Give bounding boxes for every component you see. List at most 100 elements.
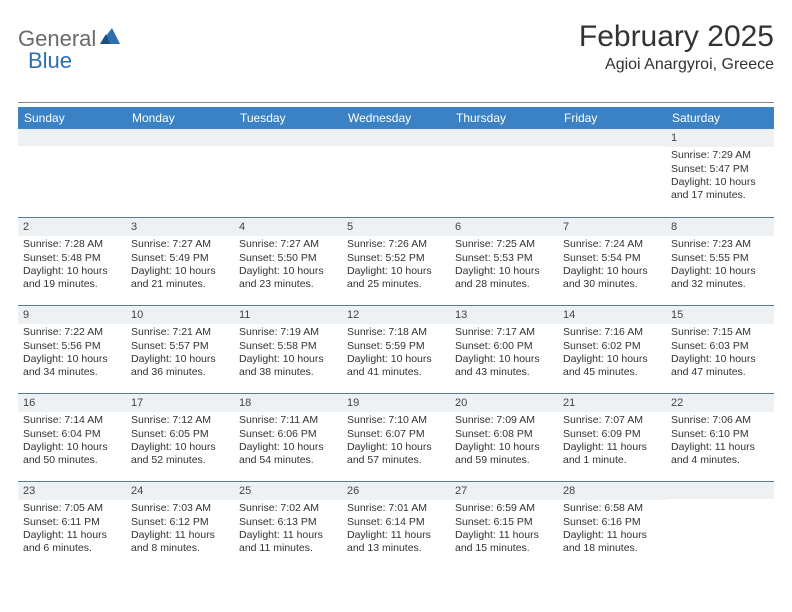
sunset-line: Sunset: 5:47 PM xyxy=(671,163,769,176)
sunrise-line: Sunrise: 7:15 AM xyxy=(671,326,769,339)
daylight-line: and 50 minutes. xyxy=(23,454,121,467)
sunset-line: Sunset: 6:15 PM xyxy=(455,516,553,529)
calendar-grid: 1Sunrise: 7:29 AMSunset: 5:47 PMDaylight… xyxy=(18,129,774,569)
sunset-line: Sunset: 6:09 PM xyxy=(563,428,661,441)
sunrise-line: Sunrise: 7:09 AM xyxy=(455,414,553,427)
weekday-header: Sunday Monday Tuesday Wednesday Thursday… xyxy=(18,107,774,129)
daylight-line: and 45 minutes. xyxy=(563,366,661,379)
sunrise-line: Sunrise: 7:06 AM xyxy=(671,414,769,427)
sunset-line: Sunset: 6:05 PM xyxy=(131,428,229,441)
day-number: 8 xyxy=(666,218,774,236)
daylight-line: Daylight: 11 hours xyxy=(239,529,337,542)
daylight-line: Daylight: 10 hours xyxy=(347,353,445,366)
sunrise-line: Sunrise: 7:26 AM xyxy=(347,238,445,251)
day-cell xyxy=(126,129,234,217)
sunset-line: Sunset: 5:59 PM xyxy=(347,340,445,353)
sunrise-line: Sunrise: 6:58 AM xyxy=(563,502,661,515)
day-number: 7 xyxy=(558,218,666,236)
weekday-sunday: Sunday xyxy=(18,107,126,129)
sunset-line: Sunset: 6:02 PM xyxy=(563,340,661,353)
day-cell xyxy=(666,481,774,569)
day-cell: 2Sunrise: 7:28 AMSunset: 5:48 PMDaylight… xyxy=(18,217,126,305)
daylight-line: and 52 minutes. xyxy=(131,454,229,467)
day-number: 9 xyxy=(18,306,126,324)
sunrise-line: Sunrise: 7:29 AM xyxy=(671,149,769,162)
day-number: 4 xyxy=(234,218,342,236)
day-cell xyxy=(558,129,666,217)
daylight-line: and 34 minutes. xyxy=(23,366,121,379)
sunset-line: Sunset: 6:06 PM xyxy=(239,428,337,441)
day-number: 26 xyxy=(342,482,450,500)
day-number: 12 xyxy=(342,306,450,324)
day-cell: 23Sunrise: 7:05 AMSunset: 6:11 PMDayligh… xyxy=(18,481,126,569)
logo-text-blue-wrap: Blue xyxy=(28,48,72,74)
sunrise-line: Sunrise: 6:59 AM xyxy=(455,502,553,515)
day-number: 6 xyxy=(450,218,558,236)
day-number: 15 xyxy=(666,306,774,324)
daylight-line: and 28 minutes. xyxy=(455,278,553,291)
daylight-line: Daylight: 10 hours xyxy=(239,353,337,366)
daylight-line: and 21 minutes. xyxy=(131,278,229,291)
sunrise-line: Sunrise: 7:18 AM xyxy=(347,326,445,339)
sunset-line: Sunset: 6:11 PM xyxy=(23,516,121,529)
daylight-line: Daylight: 11 hours xyxy=(563,529,661,542)
day-cell: 3Sunrise: 7:27 AMSunset: 5:49 PMDaylight… xyxy=(126,217,234,305)
daylight-line: and 54 minutes. xyxy=(239,454,337,467)
day-number: 22 xyxy=(666,394,774,412)
day-cell: 28Sunrise: 6:58 AMSunset: 6:16 PMDayligh… xyxy=(558,481,666,569)
day-cell: 7Sunrise: 7:24 AMSunset: 5:54 PMDaylight… xyxy=(558,217,666,305)
sunrise-line: Sunrise: 7:07 AM xyxy=(563,414,661,427)
sunset-line: Sunset: 5:48 PM xyxy=(23,252,121,265)
day-number: 24 xyxy=(126,482,234,500)
day-number: 19 xyxy=(342,394,450,412)
day-number xyxy=(450,129,558,146)
sunset-line: Sunset: 6:07 PM xyxy=(347,428,445,441)
sunrise-line: Sunrise: 7:27 AM xyxy=(131,238,229,251)
day-cell: 27Sunrise: 6:59 AMSunset: 6:15 PMDayligh… xyxy=(450,481,558,569)
day-cell: 5Sunrise: 7:26 AMSunset: 5:52 PMDaylight… xyxy=(342,217,450,305)
daylight-line: Daylight: 10 hours xyxy=(23,441,121,454)
day-cell: 16Sunrise: 7:14 AMSunset: 6:04 PMDayligh… xyxy=(18,393,126,481)
sunrise-line: Sunrise: 7:11 AM xyxy=(239,414,337,427)
weekday-wednesday: Wednesday xyxy=(342,107,450,129)
daylight-line: Daylight: 10 hours xyxy=(455,265,553,278)
sunrise-line: Sunrise: 7:16 AM xyxy=(563,326,661,339)
daylight-line: Daylight: 10 hours xyxy=(563,353,661,366)
day-number xyxy=(18,129,126,146)
day-cell: 1Sunrise: 7:29 AMSunset: 5:47 PMDaylight… xyxy=(666,129,774,217)
daylight-line: Daylight: 10 hours xyxy=(455,441,553,454)
day-number: 21 xyxy=(558,394,666,412)
day-cell: 10Sunrise: 7:21 AMSunset: 5:57 PMDayligh… xyxy=(126,305,234,393)
logo-text-blue: Blue xyxy=(28,48,72,73)
day-number: 25 xyxy=(234,482,342,500)
sunrise-line: Sunrise: 7:23 AM xyxy=(671,238,769,251)
day-cell: 17Sunrise: 7:12 AMSunset: 6:05 PMDayligh… xyxy=(126,393,234,481)
weekday-monday: Monday xyxy=(126,107,234,129)
day-number: 11 xyxy=(234,306,342,324)
sunset-line: Sunset: 6:16 PM xyxy=(563,516,661,529)
day-cell: 11Sunrise: 7:19 AMSunset: 5:58 PMDayligh… xyxy=(234,305,342,393)
day-number: 10 xyxy=(126,306,234,324)
daylight-line: and 43 minutes. xyxy=(455,366,553,379)
daylight-line: Daylight: 10 hours xyxy=(347,265,445,278)
day-number: 18 xyxy=(234,394,342,412)
daylight-line: and 4 minutes. xyxy=(671,454,769,467)
day-cell: 21Sunrise: 7:07 AMSunset: 6:09 PMDayligh… xyxy=(558,393,666,481)
sunrise-line: Sunrise: 7:17 AM xyxy=(455,326,553,339)
daylight-line: and 59 minutes. xyxy=(455,454,553,467)
sunset-line: Sunset: 5:49 PM xyxy=(131,252,229,265)
daylight-line: Daylight: 10 hours xyxy=(671,176,769,189)
header: General February 2025 Agioi Anargyroi, G… xyxy=(18,20,774,74)
daylight-line: Daylight: 11 hours xyxy=(347,529,445,542)
sunset-line: Sunset: 5:53 PM xyxy=(455,252,553,265)
month-title: February 2025 xyxy=(579,20,774,54)
daylight-line: Daylight: 11 hours xyxy=(23,529,121,542)
day-cell: 26Sunrise: 7:01 AMSunset: 6:14 PMDayligh… xyxy=(342,481,450,569)
weekday-tuesday: Tuesday xyxy=(234,107,342,129)
sunrise-line: Sunrise: 7:28 AM xyxy=(23,238,121,251)
day-number xyxy=(342,129,450,146)
weekday-friday: Friday xyxy=(558,107,666,129)
daylight-line: and 32 minutes. xyxy=(671,278,769,291)
daylight-line: and 17 minutes. xyxy=(671,189,769,202)
daylight-line: Daylight: 10 hours xyxy=(131,353,229,366)
